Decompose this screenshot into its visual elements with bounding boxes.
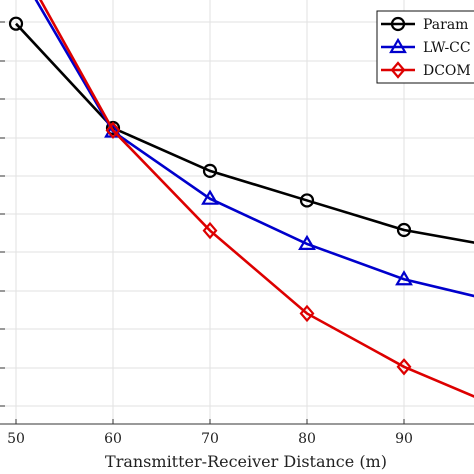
data-point-triangle [298,234,316,251]
data-point-diamond [202,221,218,240]
x-axis-title: Transmitter-Receiver Distance (m) [105,452,387,471]
x-tick-label: 80 [298,431,316,447]
series-line [15,22,474,244]
data-point-diamond [299,304,315,323]
grid-layer [0,0,474,424]
data-point-triangle [395,270,413,286]
series-layer [8,0,474,398]
data-point-circle [8,16,24,31]
legend-entry: DCOM [381,61,471,79]
data-point-triangle [201,189,219,205]
legend-label: DCOM [423,63,471,79]
data-point-diamond [105,121,121,140]
legend-label: LW-CC [423,40,471,56]
data-point-circle [396,222,412,238]
x-tick-label: 70 [201,431,219,447]
series-dcom [39,0,474,398]
data-point-triangle [389,37,407,54]
tick-label-layer: 50 60 70 80 90 [7,431,413,447]
data-point-diamond [396,358,412,376]
x-tick-label: 50 [7,431,25,447]
x-tick-label: 60 [104,431,122,447]
legend: Param LW-CC DCOM [376,10,474,84]
data-point-circle [299,193,315,208]
legend-label: Param [423,17,468,33]
series-line [39,0,474,398]
legend-entry: LW-CC [381,37,471,56]
axis-layer [0,21,474,425]
legend-entry: Param [381,16,468,33]
data-point-circle [202,163,218,178]
data-point-circle [390,16,406,32]
x-tick-label: 90 [395,431,413,447]
data-point-diamond [390,61,406,79]
